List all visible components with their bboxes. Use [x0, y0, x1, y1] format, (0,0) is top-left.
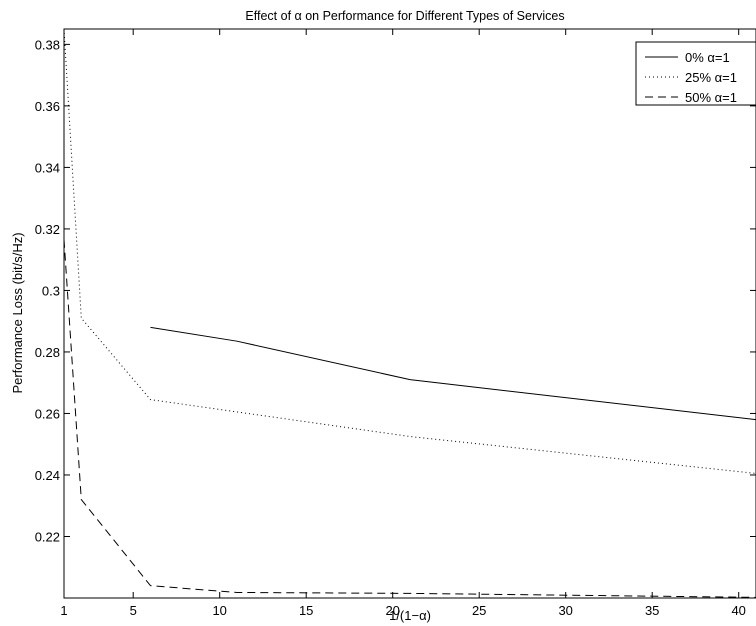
legend-entries: 0% α=1 25% α=1 50% α=1 [645, 50, 737, 105]
y-tick-label: 0.36 [35, 99, 60, 114]
x-tick-label: 15 [299, 603, 313, 618]
plot-area [63, 28, 756, 599]
y-tick-label: 0.34 [35, 160, 60, 175]
y-tick-label: 0.3 [42, 283, 60, 298]
legend-label-1: 0% α=1 [685, 50, 730, 65]
y-axis-title: Performance Loss (bit/s/Hz) [10, 232, 25, 393]
series-line-2 [63, 28, 756, 474]
x-tick-label: 5 [130, 603, 137, 618]
legend-box [635, 41, 756, 106]
x-tick-label: 25 [472, 603, 486, 618]
y-tick-label: 0.28 [35, 345, 60, 360]
legend-label-3: 50% α=1 [685, 90, 737, 105]
x-tick-label: 30 [558, 603, 572, 618]
x-axis-title: 1/(1−α) [389, 608, 431, 623]
series-layer [63, 28, 756, 598]
x-tick-label: 35 [645, 603, 659, 618]
y-axis-ticks: 0.22 0.24 0.26 0.28 0.3 0.32 0.34 0.36 0.38 [35, 37, 756, 544]
x-tick-label: 20 [385, 603, 399, 618]
y-tick-label: 0.32 [35, 222, 60, 237]
legend-label-2: 25% α=1 [685, 70, 737, 85]
chart-title: Effect of α on Performance for Different… [245, 9, 564, 23]
legend: 0% α=1 25% α=1 50% α=1 [635, 41, 756, 106]
y-tick-label: 0.26 [35, 406, 60, 421]
x-tick-label: 40 [731, 603, 745, 618]
y-tick-label: 0.22 [35, 529, 60, 544]
x-axis-ticks: 1 5 10 15 20 25 30 35 40 [60, 29, 746, 618]
y-tick-label: 0.38 [35, 37, 60, 52]
series-line-1 [150, 326, 756, 421]
x-tick-label: 10 [212, 603, 226, 618]
y-tick-label: 0.24 [35, 468, 60, 483]
x-tick-label: 1 [60, 603, 67, 618]
